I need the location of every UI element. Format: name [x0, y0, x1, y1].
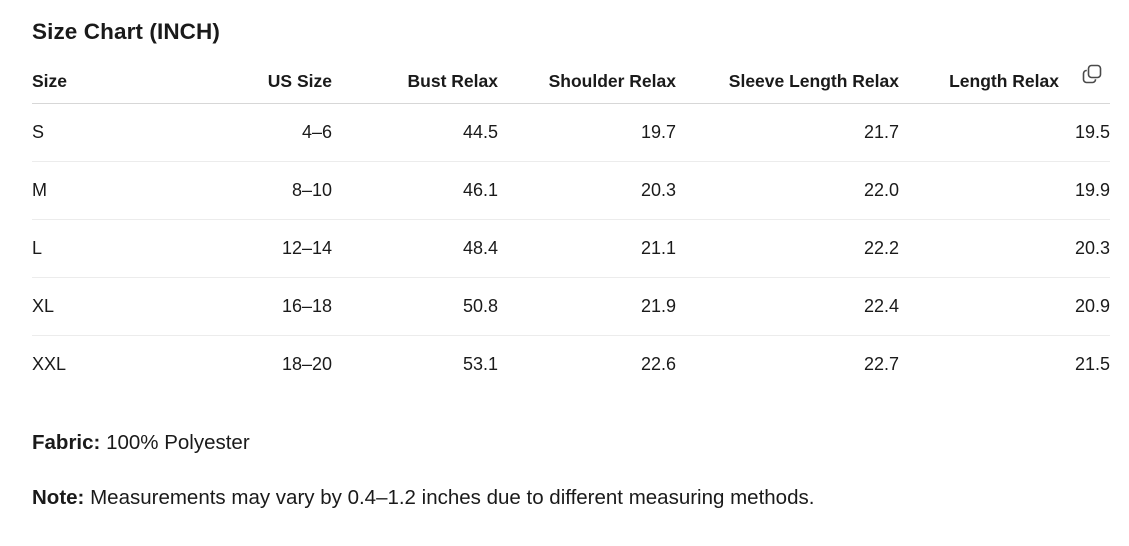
cell-size: L: [32, 219, 132, 278]
header-length-relax: Length Relax: [899, 59, 1110, 104]
cell-sleeve-length-relax: 22.4: [676, 277, 899, 336]
table-row: M 8–10 46.1 20.3 22.0 19.9: [32, 161, 1110, 220]
fabric-value: 100% Polyester: [106, 431, 250, 454]
cell-size: S: [32, 103, 132, 162]
table-row: L 12–14 48.4 21.1 22.2 20.3: [32, 219, 1110, 278]
table-row: XXL 18–20 53.1 22.6 22.7 21.5: [32, 336, 1110, 394]
cell-length-relax: 20.9: [899, 277, 1110, 336]
cell-size: M: [32, 161, 132, 220]
table-row: XL 16–18 50.8 21.9 22.4 20.9: [32, 277, 1110, 336]
fabric-label: Fabric:: [32, 431, 101, 454]
cell-length-relax: 19.9: [899, 161, 1110, 220]
cell-size: XL: [32, 277, 132, 336]
cell-us-size: 18–20: [281, 354, 332, 374]
cell-sleeve-length-relax: 22.0: [676, 161, 899, 220]
cell-shoulder-relax: 21.9: [498, 277, 676, 336]
cell-us-size: 12–14: [132, 219, 332, 278]
cell-length-relax: 21.5: [1074, 354, 1110, 374]
size-table: Size US Size Bust Relax Shoulder Relax S…: [32, 59, 1110, 393]
note-label: Note:: [32, 486, 85, 509]
cell-shoulder-relax: 19.7: [498, 103, 676, 162]
cell-length-relax: 20.3: [899, 219, 1110, 278]
table-row: S 4–6 44.5 19.7 21.7 19.5: [32, 103, 1110, 162]
cell-us-size: 16–18: [132, 277, 332, 336]
header-bust-relax: Bust Relax: [332, 59, 498, 104]
note-line: Note: Measurements may vary by 0.4–1.2 i…: [32, 483, 1110, 513]
cell-shoulder-relax: 22.6: [640, 354, 676, 374]
cell-bust-relax: 50.8: [332, 277, 498, 336]
cell-sleeve-length-relax: 21.7: [676, 103, 899, 162]
notes: Fabric: 100% Polyester Note: Measurement…: [32, 428, 1110, 513]
copy-icon: [1082, 64, 1102, 84]
header-size: Size: [32, 59, 132, 104]
header-us-size: US Size: [132, 59, 332, 104]
cell-size: XXL: [32, 354, 67, 374]
cell-bust-relax: 46.1: [332, 161, 498, 220]
cell-us-size: 8–10: [132, 161, 332, 220]
cell-sleeve-length-relax: 22.2: [676, 219, 899, 278]
cell-shoulder-relax: 20.3: [498, 161, 676, 220]
cell-bust-relax: 53.1: [462, 354, 498, 374]
size-chart-section: Size Chart (INCH) Size US Size Bust Rela…: [32, 16, 1110, 538]
fabric-line: Fabric: 100% Polyester: [32, 428, 1110, 458]
header-sleeve-length-relax: Sleeve Length Relax: [676, 59, 899, 104]
cell-us-size: 4–6: [132, 103, 332, 162]
page-title: Size Chart (INCH): [32, 19, 220, 44]
cell-length-relax: 19.5: [899, 103, 1110, 162]
table-header-row: Size US Size Bust Relax Shoulder Relax S…: [32, 59, 1110, 104]
cell-shoulder-relax: 21.1: [498, 219, 676, 278]
cell-bust-relax: 48.4: [332, 219, 498, 278]
header-shoulder-relax: Shoulder Relax: [498, 59, 676, 104]
note-value: Measurements may vary by 0.4–1.2 inches …: [90, 486, 815, 509]
cell-sleeve-length-relax: 22.7: [863, 354, 899, 374]
cell-bust-relax: 44.5: [332, 103, 498, 162]
copy-table-button[interactable]: [1081, 63, 1103, 85]
